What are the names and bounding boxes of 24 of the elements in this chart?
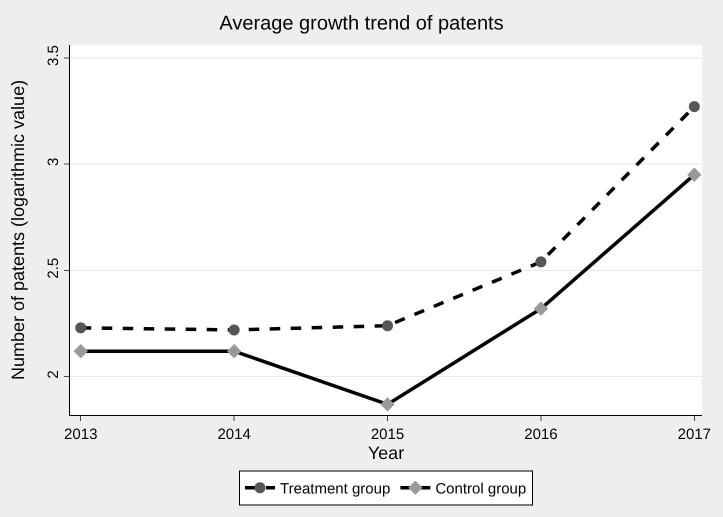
point <box>535 256 546 268</box>
y-tick-label: 2.5 <box>45 258 62 279</box>
legend-label: Treatment group <box>280 480 390 498</box>
point <box>226 344 242 358</box>
x-tick-label: 2013 <box>64 426 98 443</box>
x-axis-title: Year <box>368 443 404 463</box>
y-tick-label: 3 <box>45 158 62 166</box>
chart-title: Average growth trend of patents <box>219 12 504 35</box>
point <box>382 320 394 332</box>
x-tick-label: 2017 <box>678 426 712 443</box>
point <box>534 302 548 316</box>
point <box>228 324 240 336</box>
point <box>380 397 395 412</box>
point <box>74 344 88 358</box>
y-tick-label: 2 <box>45 370 62 379</box>
point <box>75 322 86 334</box>
y-tick-label: 3.5 <box>45 45 62 66</box>
y-axis-title: Number of patents (logarithmic value) <box>8 80 28 380</box>
point <box>687 168 702 182</box>
x-tick-label: 2014 <box>217 426 251 443</box>
x-tick-label: 2015 <box>370 426 404 443</box>
point <box>688 101 700 112</box>
legend-label: Control group <box>435 480 526 498</box>
x-tick-label: 2016 <box>524 426 558 443</box>
